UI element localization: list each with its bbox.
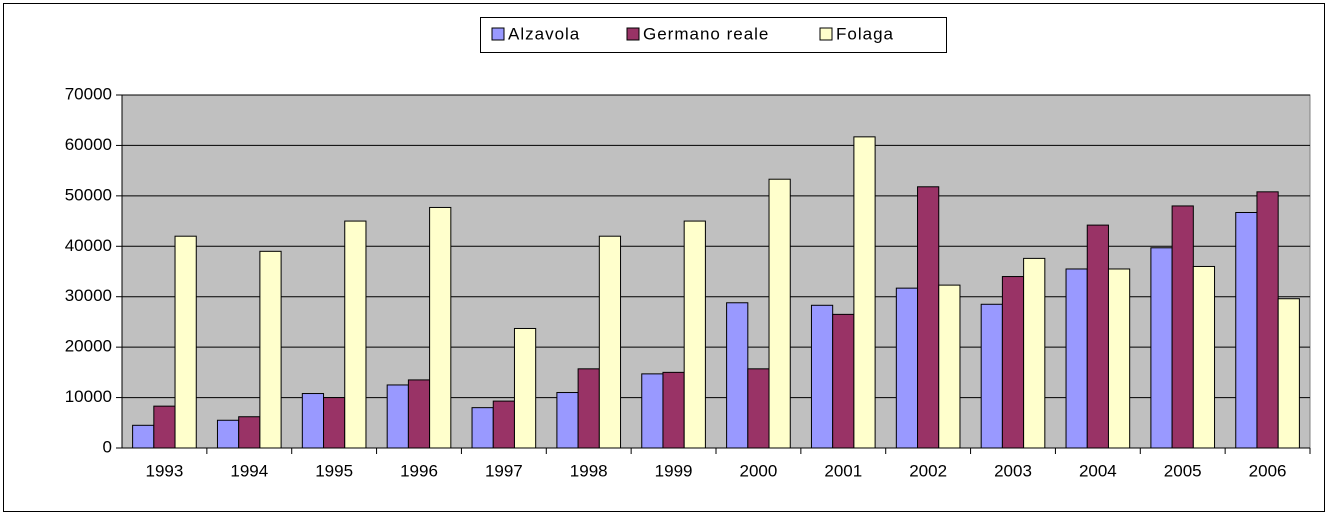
bar — [471, 407, 494, 449]
y-tick-label: 70000 — [65, 84, 112, 103]
bar — [577, 368, 600, 449]
bar — [492, 400, 515, 449]
bar — [1277, 298, 1300, 449]
legend-label: Germano reale — [643, 24, 769, 43]
bar — [1001, 276, 1025, 449]
bar — [132, 424, 155, 449]
bar — [1171, 205, 1194, 449]
y-tick-label: 0 — [103, 437, 112, 456]
bar — [768, 178, 791, 449]
bar — [1023, 257, 1046, 449]
x-tick-label: 2003 — [994, 461, 1032, 480]
bar — [259, 250, 282, 449]
bar — [662, 371, 685, 449]
bar — [301, 393, 325, 449]
plot-area — [121, 94, 1311, 449]
bar — [1065, 268, 1088, 449]
bar — [810, 304, 834, 449]
bar — [513, 327, 537, 449]
x-tick-label: 1996 — [400, 461, 438, 480]
bar — [1235, 211, 1258, 449]
bar — [917, 186, 940, 449]
bar — [747, 368, 770, 449]
x-tick-label: 2001 — [824, 461, 862, 480]
bar — [938, 284, 961, 449]
bar — [1150, 247, 1173, 449]
y-tick-label: 60000 — [65, 135, 112, 154]
bar — [1192, 265, 1216, 449]
x-tick-label: 1998 — [570, 461, 608, 480]
bar — [598, 235, 622, 449]
x-tick-label: 1994 — [230, 461, 268, 480]
bar — [683, 220, 706, 449]
y-tick-label: 10000 — [65, 387, 112, 406]
x-tick-label: 2006 — [1249, 461, 1287, 480]
x-tick-label: 2005 — [1164, 461, 1202, 480]
legend-label: Folaga — [836, 24, 894, 43]
bar — [895, 287, 919, 449]
bar — [386, 384, 409, 449]
bar — [1107, 268, 1131, 449]
x-tick-label: 2004 — [1079, 461, 1117, 480]
bar — [238, 416, 261, 449]
bar — [556, 392, 579, 449]
bar — [980, 303, 1003, 449]
legend-swatch — [626, 27, 640, 41]
bar — [216, 419, 240, 449]
x-tick-label: 1993 — [146, 461, 184, 480]
bar — [323, 397, 346, 449]
x-tick-label: 2000 — [740, 461, 778, 480]
bar — [853, 136, 876, 449]
y-tick-label: 30000 — [65, 286, 112, 305]
legend-swatch — [491, 27, 505, 41]
y-tick-label: 50000 — [65, 185, 112, 204]
x-tick-label: 1997 — [485, 461, 523, 480]
bar — [344, 220, 367, 449]
legend-label: Alzavola — [508, 24, 580, 43]
bar — [153, 405, 176, 449]
bar — [407, 379, 431, 449]
bar — [1086, 224, 1109, 449]
bar — [1256, 191, 1279, 449]
bar — [726, 302, 749, 449]
bar — [641, 373, 664, 449]
x-tick-label: 1995 — [315, 461, 353, 480]
legend-swatch — [819, 27, 833, 41]
bar — [174, 235, 197, 449]
bar — [429, 206, 452, 449]
x-tick-label: 2002 — [909, 461, 947, 480]
x-tick-label: 1999 — [655, 461, 693, 480]
y-tick-label: 40000 — [65, 236, 112, 255]
y-tick-label: 20000 — [65, 337, 112, 356]
bar — [832, 313, 855, 449]
legend-box — [480, 17, 947, 53]
